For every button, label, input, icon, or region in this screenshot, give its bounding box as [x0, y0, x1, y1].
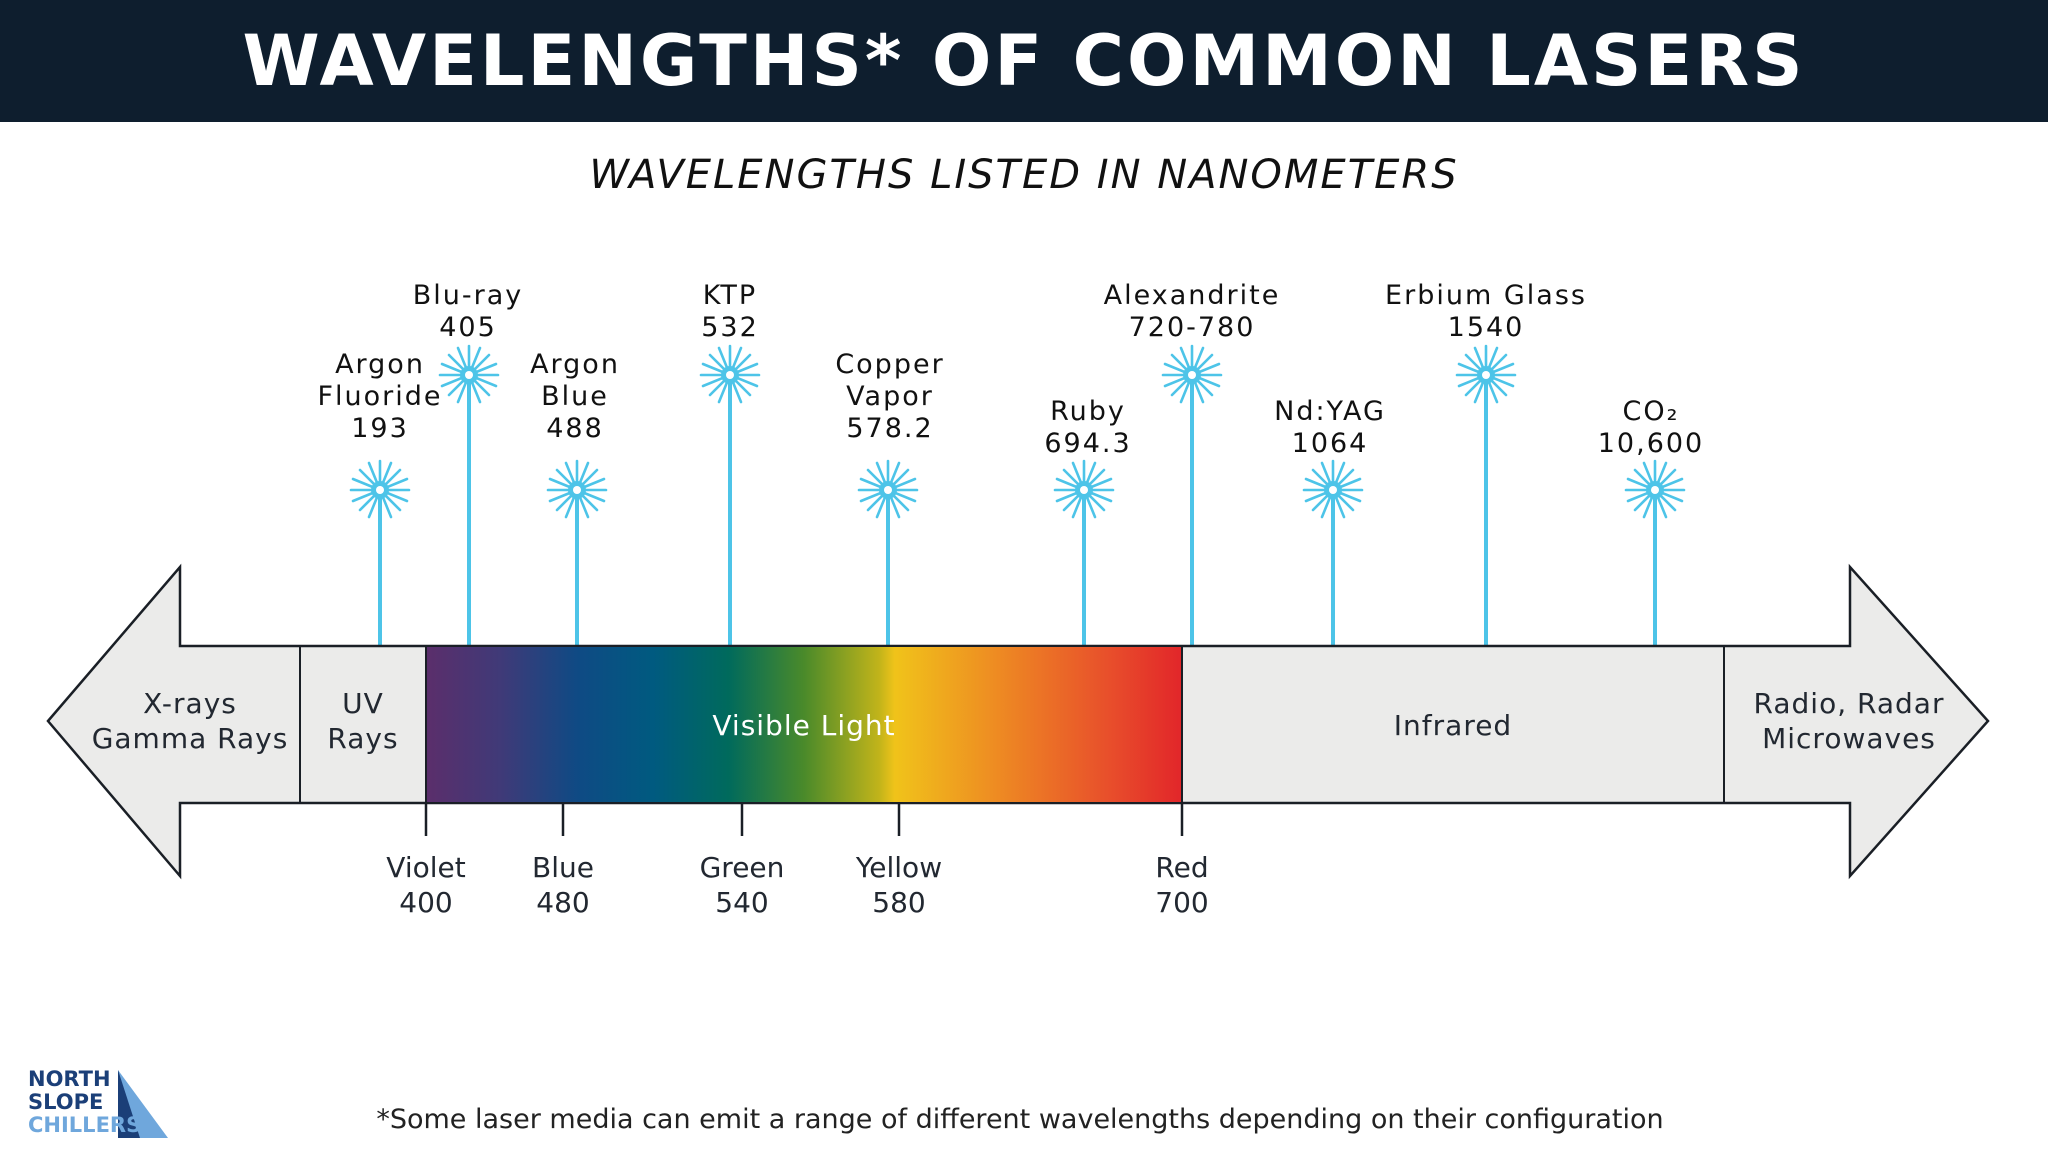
- laser-stem-erbium-glass: [1484, 375, 1488, 646]
- laser-value: 488: [546, 413, 604, 444]
- laser-value: 405: [439, 312, 497, 343]
- laser-label-copper-vapor: Copper Vapor 578.2: [760, 349, 1020, 445]
- laser-label-alexandrite: Alexandrite 720-780: [1062, 280, 1322, 344]
- star-icon: [1624, 459, 1686, 521]
- visible-light-band: [425, 645, 1183, 804]
- company-logo: NORTH SLOPE CHILLERS: [28, 1068, 178, 1140]
- star-icon: [546, 459, 608, 521]
- laser-value: 578.2: [846, 413, 934, 444]
- laser-stem-co2: [1653, 490, 1657, 646]
- laser-label-ktp: KTP 532: [600, 280, 860, 344]
- tick-label-green: Green 540: [699, 851, 785, 919]
- laser-stem-argon-blue: [575, 490, 579, 646]
- star-icon: [349, 459, 411, 521]
- segment-label-visible: Visible Light: [712, 709, 896, 742]
- footnote: *Some laser media can emit a range of di…: [376, 1104, 1664, 1135]
- laser-value: 720-780: [1128, 312, 1256, 343]
- laser-value: 193: [351, 413, 409, 444]
- star-icon: [1455, 344, 1517, 406]
- laser-label-argon-blue: Argon Blue 488: [445, 349, 705, 445]
- tick-label-violet: Violet 400: [386, 851, 466, 919]
- segment-label-radio: Radio, Radar Microwaves: [1753, 687, 1945, 755]
- laser-stem-copper-vapor: [886, 490, 890, 646]
- star-icon: [1302, 459, 1364, 521]
- laser-value: 1064: [1291, 428, 1369, 459]
- segment-label-infrared: Infrared: [1393, 709, 1513, 742]
- laser-label-erbium-glass: Erbium Glass 1540: [1356, 280, 1616, 344]
- laser-stem-argon-fluoride: [378, 490, 382, 646]
- tick-label-yellow: Yellow 580: [855, 851, 943, 919]
- segment-label-xrays: X-rays Gamma Rays: [91, 687, 289, 755]
- laser-value: 10,600: [1597, 428, 1705, 459]
- star-icon: [1053, 459, 1115, 521]
- logo-sail-dark: [118, 1070, 140, 1138]
- star-icon: [699, 344, 761, 406]
- laser-label-argon-fluoride: Argon Fluoride 193: [250, 349, 510, 445]
- tick-label-blue: Blue 480: [532, 851, 594, 919]
- laser-stem-alexandrite: [1190, 375, 1194, 646]
- segment-label-uv: UV Rays: [327, 687, 399, 755]
- laser-value: 694.3: [1044, 428, 1132, 459]
- laser-value: 1540: [1447, 312, 1525, 343]
- laser-label-nd-yag: Nd:YAG 1064: [1200, 396, 1460, 460]
- subtitle: WAVELENGTHS LISTED IN NANOMETERS: [589, 152, 1459, 198]
- logo-text: NORTH SLOPE CHILLERS: [28, 1067, 142, 1137]
- laser-value: 532: [701, 312, 759, 343]
- laser-stem-blu-ray: [467, 375, 471, 646]
- laser-label-ruby: Ruby 694.3: [958, 396, 1218, 460]
- tick-label-red: Red 700: [1155, 851, 1209, 919]
- star-icon: [857, 459, 919, 521]
- laser-label-co2: CO₂ 10,600: [1521, 396, 1781, 460]
- laser-markers: [349, 344, 1686, 646]
- header-bar: WAVELENGTHS* OF COMMON LASERS: [0, 0, 2048, 122]
- laser-stem-ktp: [728, 375, 732, 646]
- laser-stem-ruby: [1082, 490, 1086, 646]
- laser-label-blu-ray: Blu-ray 405: [338, 280, 598, 344]
- laser-stem-nd-yag: [1331, 490, 1335, 646]
- page-title: WAVELENGTHS* OF COMMON LASERS: [242, 20, 1806, 102]
